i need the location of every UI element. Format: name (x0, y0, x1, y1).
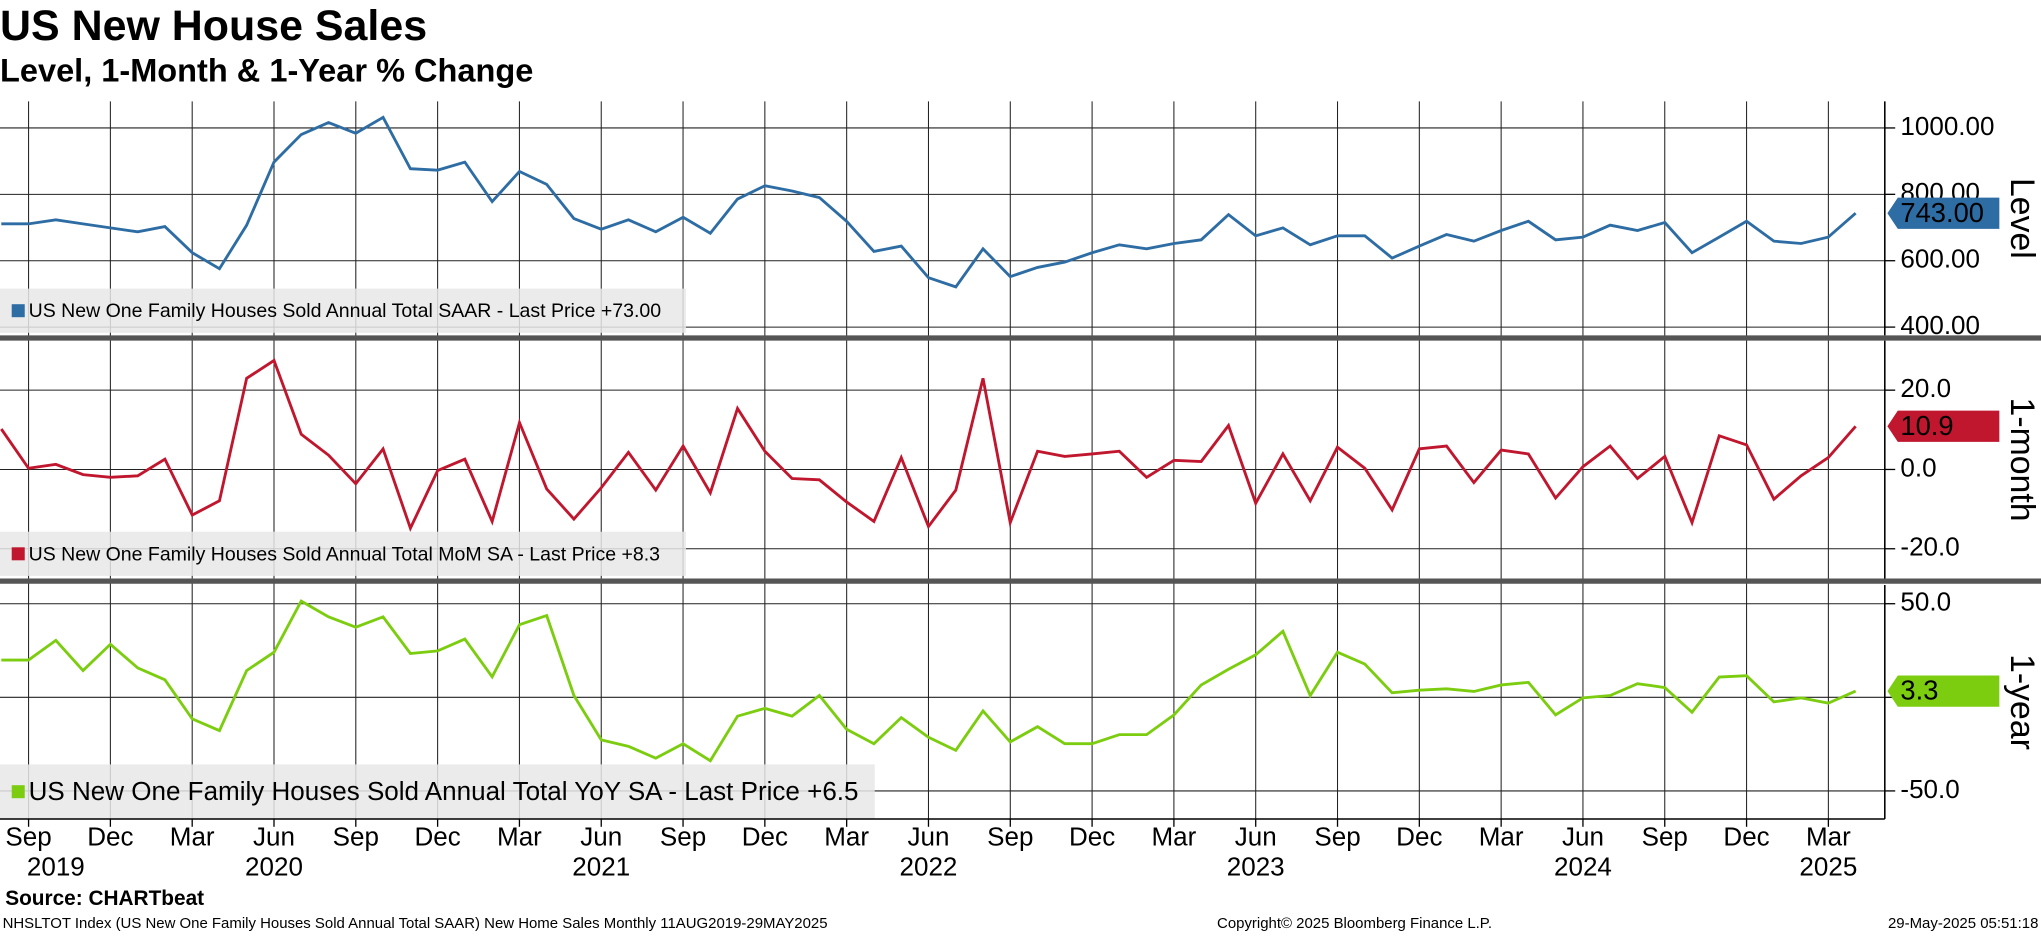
y-axis-title: 1-year (2003, 654, 2041, 750)
x-tick-label: Sep (333, 821, 379, 851)
x-year-label: 2022 (900, 851, 958, 881)
x-tick-label: Dec (1723, 821, 1769, 851)
x-tick-label: Dec (1069, 821, 1115, 851)
x-tick-label: Dec (414, 821, 460, 851)
y-tick-label: 50.0 (1900, 587, 1951, 617)
y-tick-label: 0.0 (1900, 452, 1936, 482)
x-tick-label: Dec (87, 821, 133, 851)
x-tick-label: Jun (580, 821, 622, 851)
x-tick-label: Jun (1562, 821, 1604, 851)
x-tick-label: Mar (1806, 821, 1851, 851)
legend-swatch (11, 304, 25, 318)
y-axis-title: 1-month (2003, 398, 2041, 522)
x-year-label: 2020 (245, 851, 303, 881)
x-tick-label: Sep (1314, 821, 1360, 851)
x-year-label: 2023 (1227, 851, 1285, 881)
x-tick-label: Sep (1642, 821, 1688, 851)
last-value-label: 743.00 (1900, 197, 1984, 228)
legend-label: US New One Family Houses Sold Annual Tot… (29, 300, 662, 322)
y-tick-label: 1000.00 (1900, 111, 1994, 141)
x-tick-label: Jun (907, 821, 949, 851)
x-tick-label: Mar (824, 821, 869, 851)
legend-label: US New One Family Houses Sold Annual Tot… (29, 776, 859, 806)
x-tick-label: Mar (497, 821, 542, 851)
last-value-label: 3.3 (1900, 675, 1938, 706)
x-tick-label: Sep (5, 821, 51, 851)
y-axis-title: Level (2003, 178, 2041, 259)
x-year-label: 2025 (1799, 851, 1857, 881)
description: NHSLTOT Index (US New One Family Houses … (3, 915, 828, 932)
last-value-tag (1887, 410, 2000, 442)
copyright: Copyright© 2025 Bloomberg Finance L.P. (1217, 915, 1492, 932)
x-tick-label: Mar (1479, 821, 1524, 851)
last-value-tag (1887, 675, 2000, 707)
legend-box (0, 764, 875, 819)
y-tick-label: -50.0 (1900, 774, 1959, 804)
x-year-label: 2024 (1554, 851, 1612, 881)
y-tick-label: -20.0 (1900, 532, 1959, 562)
legend-label: US New One Family Houses Sold Annual Tot… (29, 543, 660, 565)
x-tick-label: Jun (1235, 821, 1277, 851)
x-tick-label: Dec (1396, 821, 1442, 851)
x-tick-label: Sep (660, 821, 706, 851)
x-tick-label: Mar (1151, 821, 1196, 851)
x-year-label: 2021 (572, 851, 630, 881)
chart-title: US New House Sales (0, 2, 427, 50)
last-value-label: 10.9 (1900, 410, 1953, 441)
legend-swatch (11, 547, 25, 561)
x-year-label: 2019 (27, 851, 85, 881)
legend-box (0, 531, 686, 576)
line-series (0, 358, 1857, 532)
timestamp: 29-May-2025 05:51:18 (1888, 915, 2038, 932)
x-tick-label: Mar (170, 821, 215, 851)
x-tick-label: Sep (987, 821, 1033, 851)
line-series (1, 115, 1857, 289)
line-series (1, 599, 1857, 763)
legend-swatch (11, 785, 25, 799)
last-value-tag (1887, 197, 2000, 229)
chart-subtitle: Level, 1-Month & 1-Year % Change (0, 52, 533, 88)
legend-box (0, 288, 686, 333)
y-tick-label: 20.0 (1900, 373, 1951, 403)
source: Source: CHARTbeat (5, 887, 204, 910)
x-tick-label: Jun (253, 821, 295, 851)
x-tick-label: Dec (742, 821, 788, 851)
y-tick-label: 400.00 (1900, 310, 1980, 340)
y-tick-label: 600.00 (1900, 244, 1980, 274)
